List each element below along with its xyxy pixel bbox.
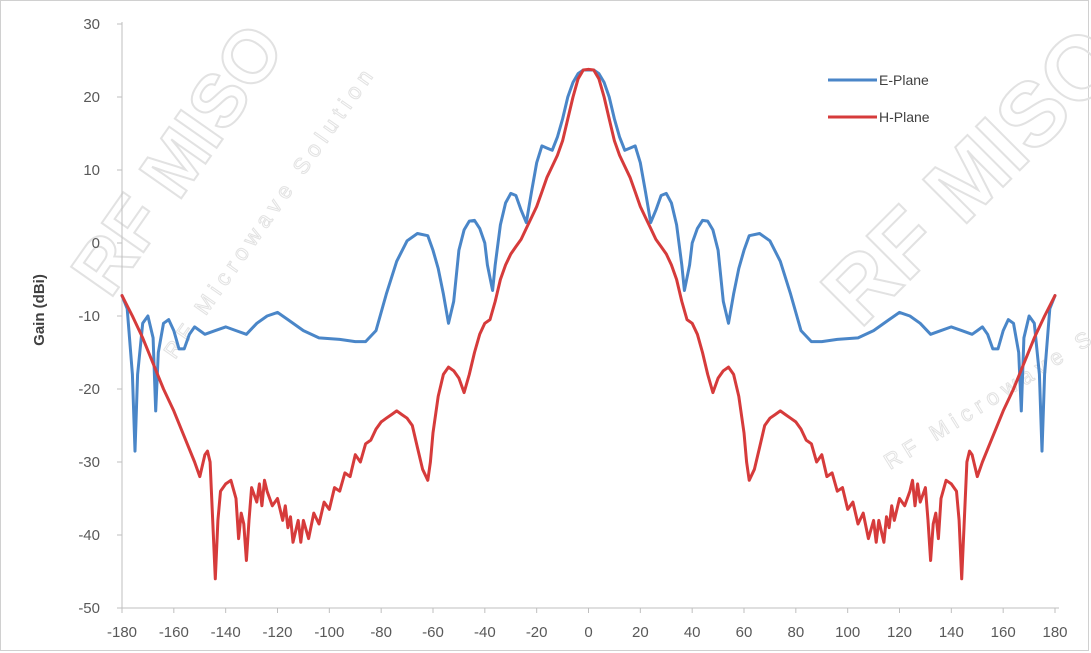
x-tick-label: -180 [107,624,137,641]
x-tick-label: 0 [584,624,592,641]
x-tick-label: 120 [887,624,912,641]
y-tick-label: -10 [78,308,100,325]
series-lines [120,67,1057,581]
legend-label: H-Plane [879,109,930,125]
x-tick-label: 60 [736,624,753,641]
x-tick-label: 20 [632,624,649,641]
x-tick-label: 140 [939,624,964,641]
y-tick-label: -20 [78,381,100,398]
series-line-h-plane [120,67,1057,581]
watermark-logo: RF MISO [803,8,1091,344]
x-tick-label: -40 [474,624,496,641]
x-tick-label: 80 [787,624,804,641]
y-tick-label: -50 [78,600,100,617]
x-tick-label: -60 [422,624,444,641]
x-tick-label: 160 [991,624,1016,641]
x-tick-label: -120 [262,624,292,641]
y-tick-label: 10 [83,162,100,179]
y-tick-label: 20 [83,89,100,106]
x-tick-label: -140 [211,624,241,641]
x-tick-label: 100 [835,624,860,641]
x-tick-label: -20 [526,624,548,641]
legend-label: E-Plane [879,72,929,88]
x-tick-label: -100 [314,624,344,641]
x-tick-label: -80 [370,624,392,641]
x-tick-label: 40 [684,624,701,641]
y-tick-label: 30 [83,16,100,33]
y-tick-label: 0 [92,235,100,252]
y-tick-label: -40 [78,527,100,544]
x-tick-label: -160 [159,624,189,641]
legend: E-Plane H-Plane [828,72,930,125]
y-axis-title: Gain (dBi) [31,274,48,346]
x-tick-label: 180 [1042,624,1067,641]
watermark-logo: RF MISO [55,9,300,309]
y-tick-label: -30 [78,454,100,471]
